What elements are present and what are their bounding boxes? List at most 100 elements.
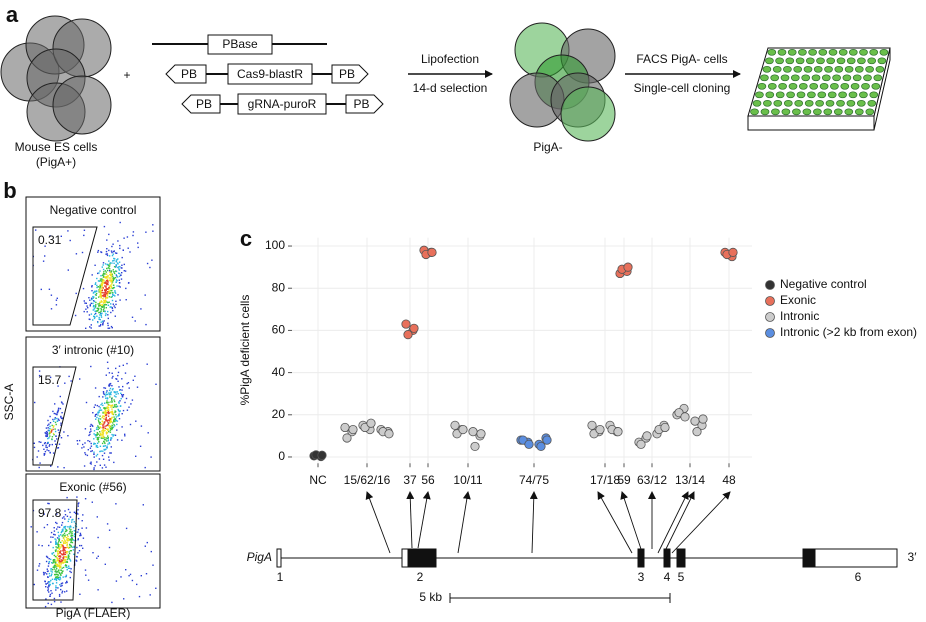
event-dot (60, 582, 63, 585)
event-dot (106, 445, 108, 447)
event-dot (111, 377, 113, 379)
event-dot (73, 553, 75, 555)
event-dot (106, 402, 108, 404)
event-dot (111, 245, 113, 248)
event-dot (112, 275, 114, 277)
event-dot (55, 304, 58, 306)
event-dot (119, 405, 122, 407)
event-dot (77, 509, 79, 511)
event-dot (93, 442, 95, 444)
event-dot (101, 285, 103, 287)
event-dot (107, 283, 109, 286)
event-dot (102, 310, 105, 312)
event-dot (79, 544, 81, 547)
event-dot (118, 261, 121, 263)
event-dot (105, 374, 107, 376)
event-dot (96, 442, 99, 444)
x-tick-label: 56 (421, 473, 435, 487)
event-dot (63, 467, 65, 469)
event-dot (112, 388, 114, 390)
event-dot (70, 544, 72, 547)
event-dot (117, 380, 119, 382)
event-dot (33, 446, 36, 449)
event-dot (105, 393, 108, 396)
event-dot (57, 543, 60, 546)
flow-plot-title: Negative control (50, 203, 137, 217)
plate-side (747, 115, 875, 131)
event-dot (112, 375, 114, 378)
event-dot (46, 431, 48, 433)
event-dot (96, 426, 98, 429)
event-dot (101, 312, 103, 315)
event-dot (113, 404, 116, 406)
event-dot (55, 561, 57, 563)
event-dot (129, 423, 132, 426)
event-dot (109, 419, 111, 422)
event-dot (108, 456, 110, 458)
event-dot (93, 438, 95, 440)
event-dot (73, 521, 75, 523)
event-dot (78, 502, 80, 504)
event-dot (48, 423, 50, 425)
event-dot (108, 383, 111, 385)
event-dot (94, 307, 96, 309)
event-dot (66, 496, 68, 499)
event-dot (69, 558, 71, 561)
event-dot (60, 422, 62, 424)
event-dot (108, 412, 111, 414)
event-dot (107, 317, 109, 320)
event-dot (67, 269, 69, 271)
event-dot (93, 300, 95, 302)
well (877, 57, 887, 65)
well (824, 65, 833, 73)
event-dot (53, 559, 55, 561)
event-dot (111, 417, 113, 419)
event-dot (101, 304, 103, 306)
event-dot (58, 571, 60, 574)
event-dot (101, 467, 104, 469)
event-dot (104, 310, 106, 313)
event-dot (112, 303, 114, 305)
event-dot (103, 422, 106, 424)
event-dot (102, 415, 104, 418)
event-dot (108, 290, 111, 292)
event-dot (97, 249, 100, 252)
event-dot (145, 573, 148, 575)
event-dot (95, 455, 98, 457)
event-dot (106, 419, 108, 421)
event-dot (96, 557, 98, 559)
event-dot (103, 292, 105, 294)
well (793, 65, 803, 73)
event-dot (47, 429, 49, 432)
event-dot (91, 285, 93, 287)
event-dot (98, 280, 100, 282)
event-dot (66, 515, 69, 517)
well (854, 108, 864, 116)
event-dot (107, 367, 109, 370)
event-dot (100, 423, 102, 425)
event-dot (98, 441, 100, 443)
event-dot (104, 300, 106, 303)
event-dot (109, 382, 112, 385)
event-dot (67, 526, 69, 528)
event-dot (56, 537, 59, 539)
event-dot (100, 310, 102, 312)
event-dot (58, 593, 61, 596)
event-dot (64, 541, 66, 543)
site-arrow (663, 491, 695, 554)
event-dot (117, 415, 119, 417)
event-dot (67, 554, 70, 556)
event-dot (78, 550, 81, 552)
event-dot (64, 549, 66, 552)
event-dot (65, 564, 68, 567)
event-dot (104, 273, 106, 275)
event-dot (60, 235, 62, 237)
event-dot (99, 303, 101, 306)
event-dot (102, 268, 105, 271)
event-dot (58, 578, 60, 580)
event-dot (107, 403, 109, 406)
event-dot (64, 526, 66, 528)
event-dot (73, 545, 75, 548)
event-dot (140, 308, 142, 310)
well (844, 65, 854, 73)
